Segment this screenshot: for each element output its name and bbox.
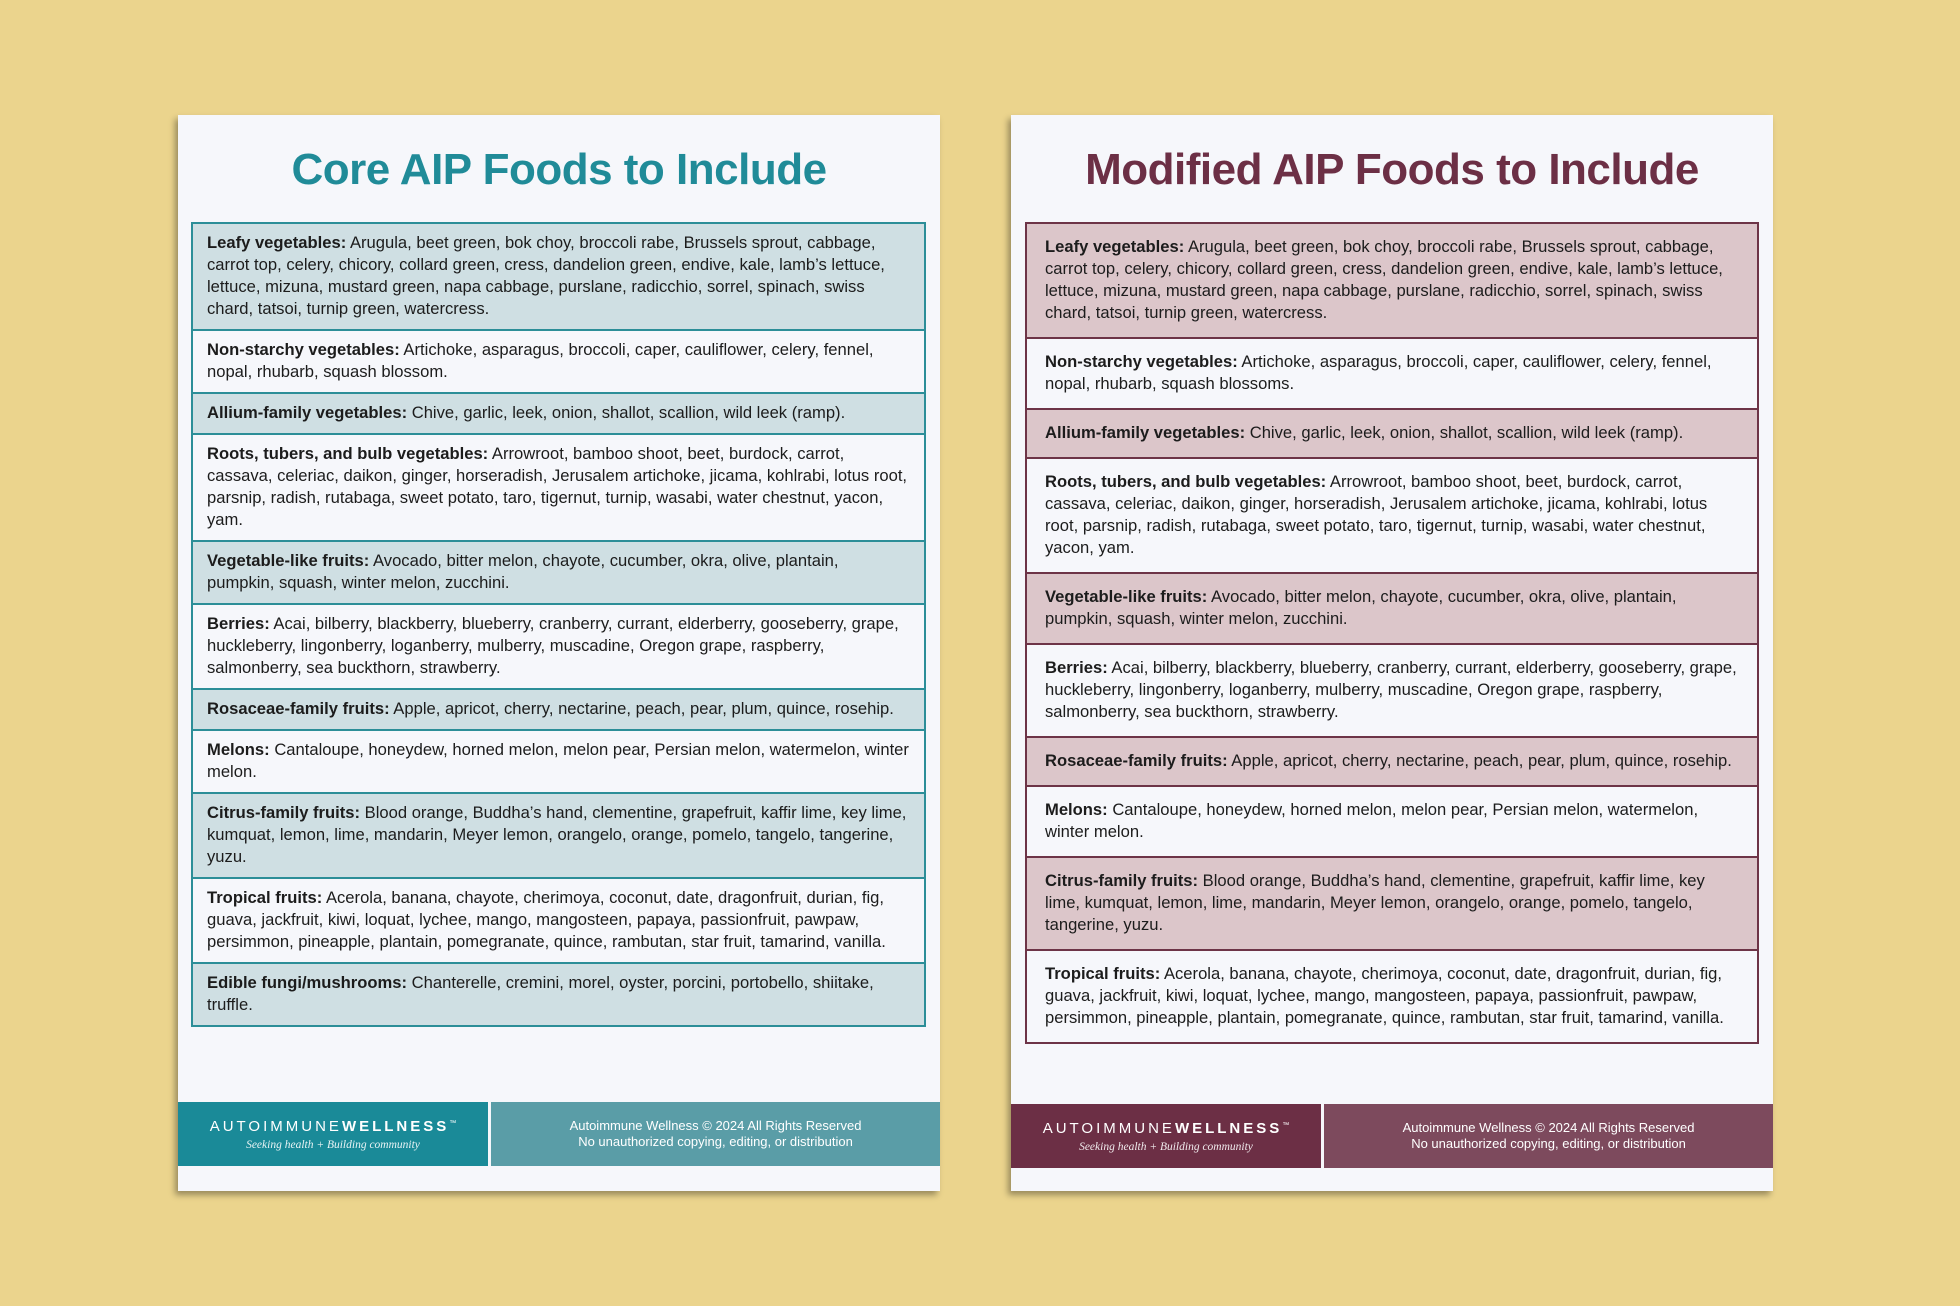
category-foods: Arugula, beet green, bok choy, broccoli … [207, 233, 885, 318]
category-foods: Artichoke, asparagus, broccoli, caper, c… [207, 340, 874, 381]
category-label: Leafy vegetables: [207, 233, 347, 252]
category-foods: Cantaloupe, honeydew, horned melon, melo… [207, 740, 909, 781]
food-category-row: Melons: Cantaloupe, honeydew, horned mel… [1027, 787, 1757, 858]
food-table: Leafy vegetables: Arugula, beet green, b… [191, 222, 926, 1027]
category-foods: Avocado, bitter melon, chayote, cucumber… [207, 551, 839, 592]
brand-name-light: AUTOIMMUNE [209, 1117, 342, 1135]
category-foods: Avocado, bitter melon, chayote, cucumber… [1045, 587, 1677, 628]
category-foods: Apple, apricot, cherry, nectarine, peach… [389, 699, 894, 718]
food-category-row: Tropical fruits: Acerola, banana, chayot… [1027, 951, 1757, 1042]
modified-aip-sheet: Modified AIP Foods to Include Leafy vege… [1011, 115, 1773, 1191]
food-category-row: Leafy vegetables: Arugula, beet green, b… [193, 224, 924, 331]
brand-name-light: AUTOIMMUNE [1042, 1119, 1175, 1137]
food-category-row: Vegetable-like fruits: Avocado, bitter m… [193, 542, 924, 605]
food-category-row: Tropical fruits: Acerola, banana, chayot… [193, 879, 924, 964]
food-category-row: Edible fungi/mushrooms: Chanterelle, cre… [193, 964, 924, 1025]
notice-text: No unauthorized copying, editing, or dis… [578, 1134, 853, 1149]
food-category-row: Non-starchy vegetables: Artichoke, aspar… [1027, 339, 1757, 410]
trademark: ™ [449, 1119, 457, 1127]
category-foods: Arugula, beet green, bok choy, broccoli … [1045, 237, 1723, 322]
core-aip-sheet: Core AIP Foods to Include Leafy vegetabl… [178, 115, 940, 1191]
category-label: Allium-family vegetables: [1045, 423, 1246, 442]
copyright-text: Autoimmune Wellness © 2024 All Rights Re… [1402, 1120, 1695, 1135]
food-category-row: Rosaceae-family fruits: Apple, apricot, … [193, 690, 924, 731]
brand-tagline: Seeking health + Building community [246, 1138, 420, 1151]
food-category-row: Leafy vegetables: Arugula, beet green, b… [1027, 224, 1757, 339]
category-foods: Blood orange, Buddha’s hand, clementine,… [207, 803, 907, 866]
category-label: Melons: [1045, 800, 1108, 819]
category-label: Non-starchy vegetables: [207, 340, 400, 359]
sheet-footer: AUTOIMMUNEWELLNESS™ Seeking health + Bui… [1011, 1104, 1773, 1168]
food-category-row: Citrus-family fruits: Blood orange, Budd… [1027, 858, 1757, 951]
category-label: Citrus-family fruits: [207, 803, 361, 822]
brand-name-bold: WELLNESS [341, 1117, 450, 1135]
category-label: Melons: [207, 740, 270, 759]
category-label: Roots, tubers, and bulb vegetables: [207, 444, 489, 463]
food-category-row: Berries: Acai, bilberry, blackberry, blu… [193, 605, 924, 690]
sheet-footer: AUTOIMMUNEWELLNESS™ Seeking health + Bui… [178, 1102, 940, 1166]
food-category-row: Allium-family vegetables: Chive, garlic,… [193, 394, 924, 435]
brand-logo: AUTOIMMUNEWELLNESS™ Seeking health + Bui… [1011, 1104, 1321, 1168]
category-foods: Cantaloupe, honeydew, horned melon, melo… [1045, 800, 1699, 841]
category-foods: Chive, garlic, leek, onion, shallot, sca… [1245, 423, 1684, 442]
category-label: Tropical fruits: [1045, 964, 1161, 983]
category-label: Allium-family vegetables: [207, 403, 408, 422]
food-category-row: Citrus-family fruits: Blood orange, Budd… [193, 794, 924, 879]
category-label: Vegetable-like fruits: [1045, 587, 1208, 606]
copyright-text: Autoimmune Wellness © 2024 All Rights Re… [569, 1118, 862, 1133]
copyright-block: Autoimmune Wellness © 2024 All Rights Re… [491, 1102, 940, 1166]
category-label: Rosaceae-family fruits: [207, 699, 390, 718]
category-label: Citrus-family fruits: [1045, 871, 1199, 890]
notice-text: No unauthorized copying, editing, or dis… [1411, 1136, 1686, 1151]
category-label: Vegetable-like fruits: [207, 551, 370, 570]
category-foods: Arrowroot, bamboo shoot, beet, burdock, … [1045, 472, 1708, 557]
food-table: Leafy vegetables: Arugula, beet green, b… [1025, 222, 1759, 1044]
category-foods: Acai, bilberry, blackberry, blueberry, c… [207, 614, 899, 677]
category-foods: Chive, garlic, leek, onion, shallot, sca… [407, 403, 846, 422]
category-label: Non-starchy vegetables: [1045, 352, 1238, 371]
food-category-row: Roots, tubers, and bulb vegetables: Arro… [193, 435, 924, 542]
category-label: Rosaceae-family fruits: [1045, 751, 1228, 770]
category-label: Roots, tubers, and bulb vegetables: [1045, 472, 1327, 491]
category-label: Tropical fruits: [207, 888, 323, 907]
food-category-row: Non-starchy vegetables: Artichoke, aspar… [193, 331, 924, 394]
food-category-row: Melons: Cantaloupe, honeydew, horned mel… [193, 731, 924, 794]
category-foods: Chanterelle, cremini, morel, oyster, por… [207, 973, 874, 1014]
category-foods: Arrowroot, bamboo shoot, beet, burdock, … [207, 444, 908, 529]
category-label: Edible fungi/mushrooms: [207, 973, 408, 992]
sheet-title: Core AIP Foods to Include [291, 145, 827, 194]
category-label: Leafy vegetables: [1045, 237, 1185, 256]
category-foods: Acerola, banana, chayote, cherimoya, coc… [207, 888, 886, 951]
sheet-title: Modified AIP Foods to Include [1085, 145, 1699, 194]
food-category-row: Allium-family vegetables: Chive, garlic,… [1027, 410, 1757, 459]
copyright-block: Autoimmune Wellness © 2024 All Rights Re… [1324, 1104, 1773, 1168]
category-foods: Artichoke, asparagus, broccoli, caper, c… [1045, 352, 1712, 393]
category-foods: Blood orange, Buddha’s hand, clementine,… [1045, 871, 1705, 934]
food-category-row: Rosaceae-family fruits: Apple, apricot, … [1027, 738, 1757, 787]
brand-name-bold: WELLNESS [1174, 1119, 1283, 1137]
category-label: Berries: [1045, 658, 1108, 677]
food-category-row: Roots, tubers, and bulb vegetables: Arro… [1027, 459, 1757, 574]
brand-tagline: Seeking health + Building community [1079, 1140, 1253, 1153]
category-foods: Apple, apricot, cherry, nectarine, peach… [1227, 751, 1732, 770]
brand-logo: AUTOIMMUNEWELLNESS™ Seeking health + Bui… [178, 1102, 488, 1166]
food-category-row: Berries: Acai, bilberry, blackberry, blu… [1027, 645, 1757, 738]
food-category-row: Vegetable-like fruits: Avocado, bitter m… [1027, 574, 1757, 645]
trademark: ™ [1282, 1121, 1290, 1129]
category-foods: Acerola, banana, chayote, cherimoya, coc… [1045, 964, 1724, 1027]
category-label: Berries: [207, 614, 270, 633]
category-foods: Acai, bilberry, blackberry, blueberry, c… [1045, 658, 1737, 721]
